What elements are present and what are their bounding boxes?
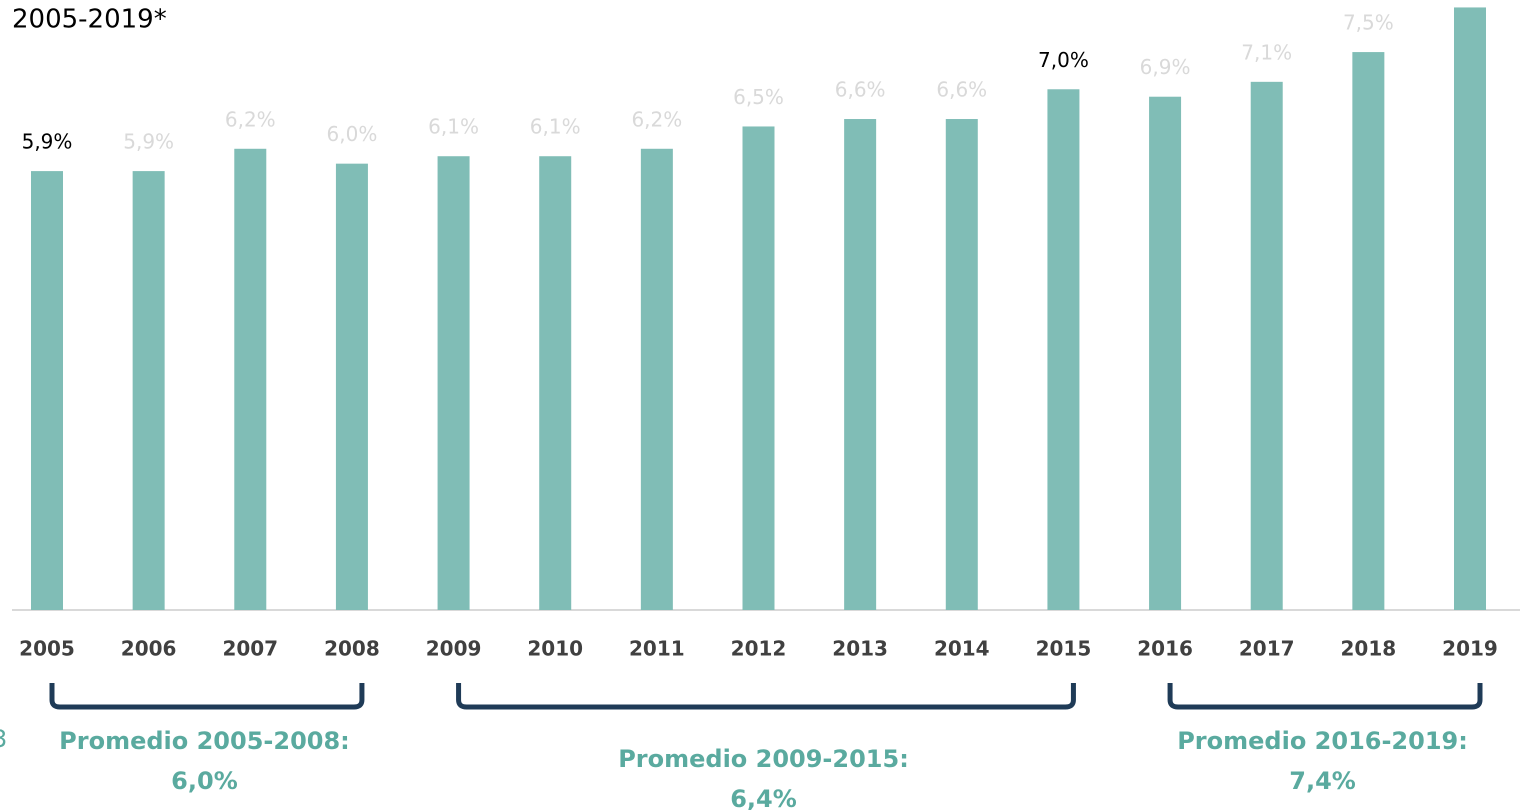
x-tick-label: 2012 bbox=[731, 637, 787, 661]
bar bbox=[844, 119, 877, 611]
data-label: 6,1% bbox=[428, 115, 479, 139]
bar bbox=[31, 171, 63, 610]
bar bbox=[1352, 52, 1385, 610]
group-bracket bbox=[49, 683, 365, 710]
bar bbox=[640, 148, 673, 610]
data-label: 6,5% bbox=[733, 85, 784, 109]
data-label: 6,0% bbox=[327, 122, 378, 146]
bar bbox=[1250, 81, 1283, 610]
x-tick-label: 2016 bbox=[1137, 637, 1193, 661]
group-label: Promedio 2009-2015: bbox=[618, 745, 909, 773]
bar bbox=[335, 163, 368, 610]
x-tick-label: 2017 bbox=[1239, 637, 1295, 661]
x-tick-label: 2008 bbox=[324, 637, 380, 661]
bar bbox=[1149, 96, 1182, 610]
data-label: 7,5% bbox=[1343, 11, 1394, 35]
x-tick-label: 2015 bbox=[1036, 637, 1092, 661]
x-tick-label: 2014 bbox=[934, 637, 990, 661]
bar bbox=[945, 119, 978, 611]
data-label: 7,0% bbox=[1038, 48, 1089, 72]
x-tick-label: 2009 bbox=[426, 637, 482, 661]
x-tick-label: 2007 bbox=[222, 637, 278, 661]
data-label: 6,6% bbox=[835, 78, 886, 102]
data-label: 7,1% bbox=[1241, 40, 1292, 64]
x-tick-label: 2013 bbox=[832, 637, 888, 661]
data-label: 6,9% bbox=[1140, 55, 1191, 79]
x-tick-label: 2006 bbox=[121, 637, 177, 661]
bar bbox=[132, 171, 165, 610]
x-tick-label: 2011 bbox=[629, 637, 685, 661]
chart-title: 2005-2019* bbox=[12, 5, 167, 35]
group-label: Promedio 2005-2008: bbox=[59, 727, 350, 755]
data-label: 5,9% bbox=[123, 130, 174, 154]
page-number: 3 bbox=[0, 725, 7, 753]
bar bbox=[742, 126, 775, 611]
x-tick-label: 2019 bbox=[1442, 637, 1498, 661]
bar bbox=[234, 148, 267, 610]
bar bbox=[1454, 7, 1486, 610]
x-tick-label: 2005 bbox=[19, 637, 75, 661]
x-tick-label: 2010 bbox=[527, 637, 583, 661]
group-average: 7,4% bbox=[1289, 767, 1356, 795]
bar bbox=[539, 156, 572, 610]
data-label: 5,9% bbox=[22, 130, 73, 154]
bar bbox=[1047, 89, 1080, 610]
group-average: 6,4% bbox=[730, 785, 797, 810]
group-average: 6,0% bbox=[171, 767, 238, 795]
x-tick-label: 2018 bbox=[1341, 637, 1397, 661]
data-label: 6,6% bbox=[936, 78, 987, 102]
group-label: Promedio 2016-2019: bbox=[1177, 727, 1468, 755]
data-label: 6,2% bbox=[631, 107, 682, 131]
bar bbox=[437, 156, 470, 610]
group-bracket bbox=[1167, 683, 1483, 710]
data-label: 6,1% bbox=[530, 115, 581, 139]
data-label: 6,2% bbox=[225, 107, 276, 131]
group-bracket bbox=[456, 683, 1076, 710]
